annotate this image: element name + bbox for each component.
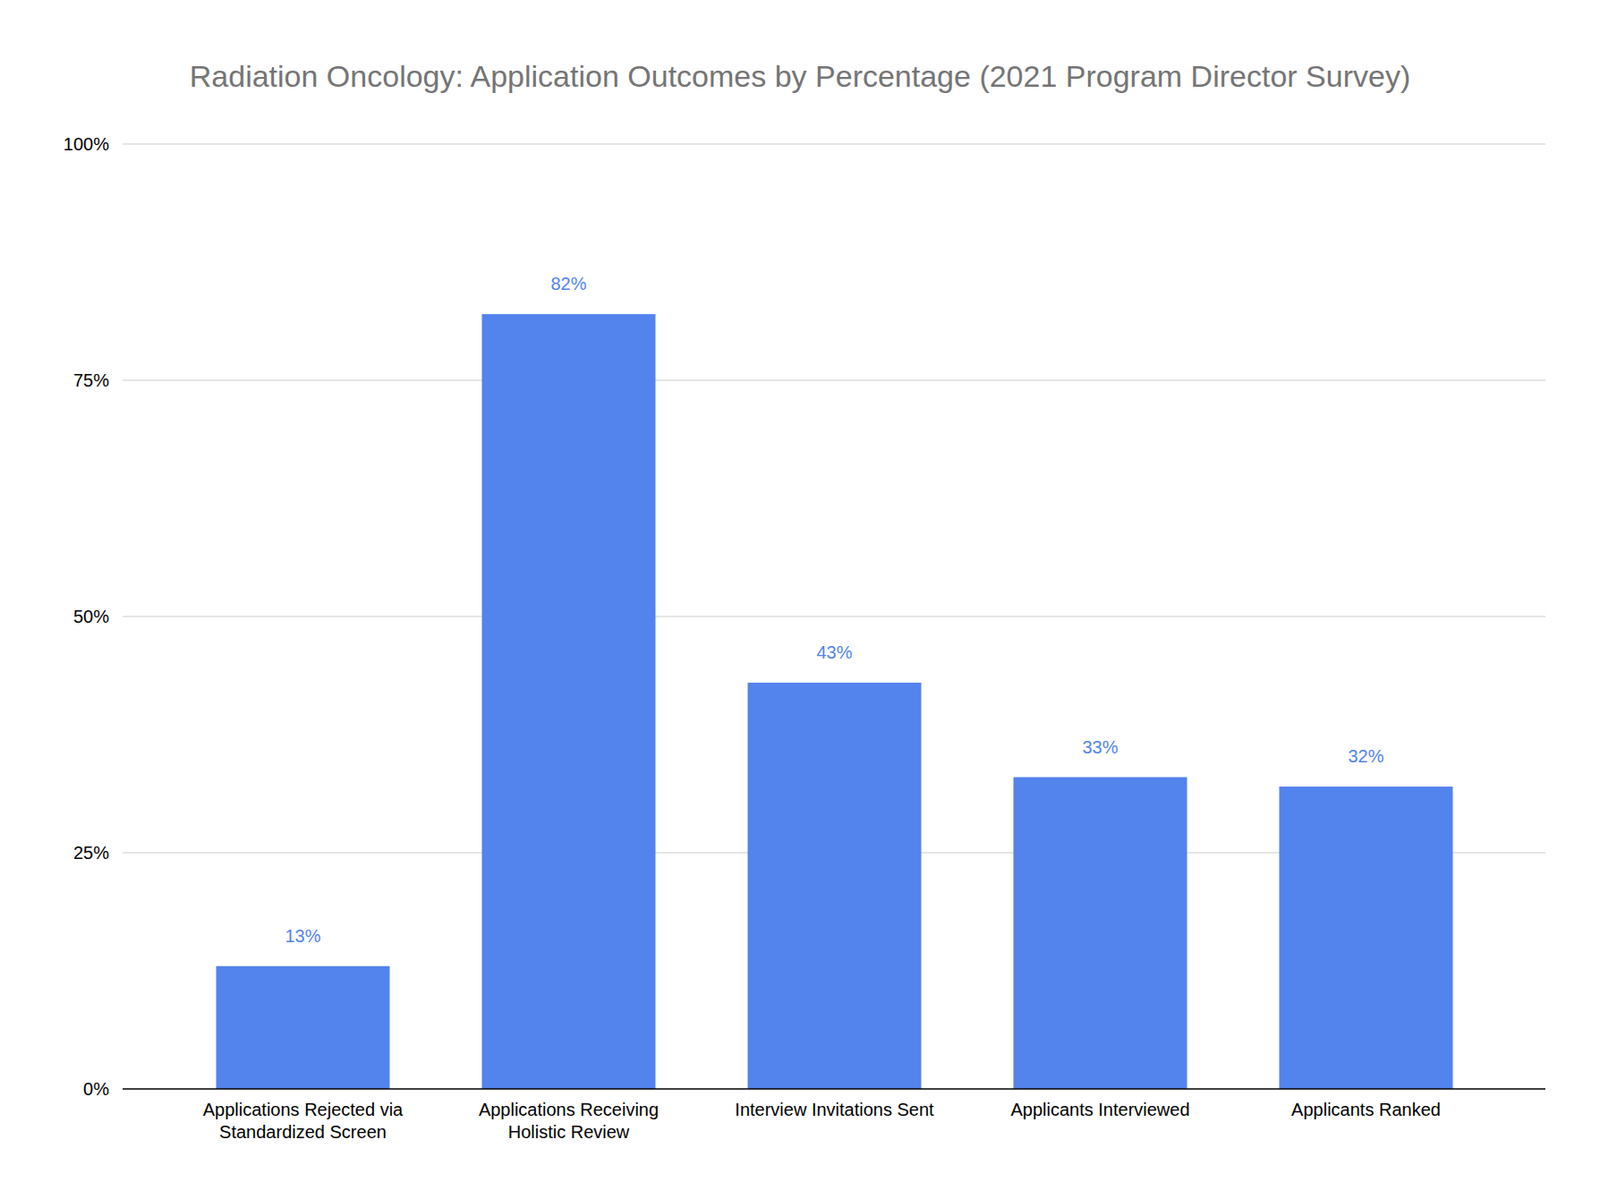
bar [1279, 786, 1454, 1090]
x-tick-label: Applicants Ranked [1291, 1099, 1441, 1120]
bar [216, 966, 391, 1090]
data-label: 32% [1347, 746, 1384, 766]
x-axis-line [122, 1088, 1546, 1090]
y-tick-label: 0% [83, 1079, 110, 1099]
x-tick-label: Applicants Interviewed [1010, 1099, 1190, 1120]
bars [216, 314, 1454, 1090]
data-label: 43% [816, 642, 852, 663]
y-tick-label: 25% [73, 842, 110, 863]
x-tick-label-line: Holistic Review [508, 1122, 630, 1142]
x-tick-label: Applications ReceivingHolistic Review [478, 1099, 659, 1142]
grid-line [122, 379, 1546, 381]
bar [1013, 777, 1188, 1090]
x-tick-label: Applications Rejected viaStandardized Sc… [203, 1099, 404, 1142]
data-label: 33% [1081, 737, 1118, 758]
x-tick-label: Interview Invitations Sent [734, 1099, 935, 1120]
title: Radiation Oncology: Application Outcomes… [189, 59, 1411, 94]
x-tick-label-line: Applications Receiving [478, 1099, 659, 1120]
y-tick-label: 75% [73, 370, 110, 391]
grid-line [122, 143, 1546, 145]
bar [748, 682, 922, 1090]
y-tick-label: 50% [73, 606, 110, 627]
x-tick-label-line: Applications Rejected via [203, 1099, 404, 1120]
x-tick-label-line: Standardized Screen [219, 1122, 387, 1142]
grid-line [122, 615, 1546, 617]
bar [482, 314, 656, 1090]
data-label: 82% [550, 273, 587, 294]
y-tick-label: 100% [63, 134, 110, 154]
chart: Radiation Oncology: Application Outcomes… [0, 0, 1600, 1199]
x-tick-label-line: Applicants Ranked [1291, 1099, 1441, 1120]
data-label: 13% [284, 926, 321, 946]
x-tick-label-line: Applicants Interviewed [1010, 1099, 1190, 1120]
x-tick-label-line: Interview Invitations Sent [734, 1099, 935, 1120]
